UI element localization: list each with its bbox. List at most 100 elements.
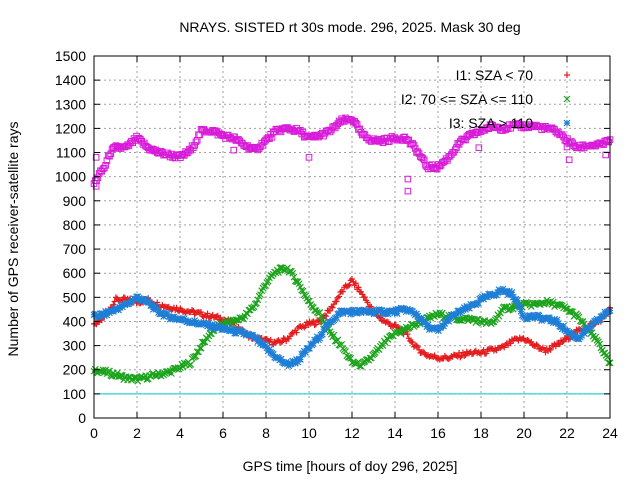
y-tick-label: 300	[63, 338, 87, 354]
y-tick-label: 1300	[55, 96, 86, 112]
data-point	[402, 308, 410, 316]
data-point	[392, 321, 399, 328]
series-layer	[90, 114, 614, 385]
data-point	[158, 309, 166, 317]
data-point-outlier	[475, 144, 483, 152]
data-point	[148, 301, 156, 309]
data-point	[304, 297, 312, 305]
data-point	[173, 304, 180, 311]
legend-marker	[563, 143, 571, 151]
data-point	[302, 349, 309, 356]
data-point	[277, 355, 285, 363]
data-point	[552, 319, 560, 327]
y-tick-label: 600	[63, 265, 87, 281]
data-point	[196, 344, 204, 352]
x-tick-label: 4	[176, 425, 184, 441]
x-tick-label: 8	[262, 425, 270, 441]
data-point-outlier	[92, 183, 100, 190]
data-point	[153, 305, 161, 313]
data-point	[256, 291, 264, 299]
data-point	[192, 138, 200, 146]
data-point	[451, 146, 459, 154]
data-point	[238, 328, 246, 336]
data-point	[200, 338, 208, 346]
data-point	[316, 334, 324, 342]
y-tick-label: 100	[63, 386, 87, 402]
data-point	[587, 324, 595, 332]
data-point-outlier	[565, 156, 573, 164]
data-point	[327, 307, 334, 314]
data-point	[306, 345, 313, 352]
data-point	[263, 344, 271, 352]
data-point	[565, 336, 572, 343]
data-point	[559, 338, 566, 345]
y-axis-label: Number of GPS receiver-satellite rays	[5, 122, 21, 357]
x-tick-label: 22	[559, 425, 575, 441]
data-point	[605, 359, 613, 367]
y-tick-label: 400	[63, 313, 87, 329]
data-point	[275, 269, 282, 277]
data-point	[557, 323, 565, 331]
data-point	[204, 310, 211, 317]
data-point	[195, 348, 202, 356]
data-point	[342, 347, 349, 355]
data-point	[287, 360, 295, 368]
data-point	[311, 322, 318, 329]
y-tick-label: 700	[63, 241, 87, 257]
x-tick-label: 0	[90, 425, 98, 441]
data-point	[356, 306, 364, 314]
y-tick-label: 200	[63, 362, 87, 378]
data-point	[189, 307, 196, 314]
data-point	[547, 346, 554, 353]
y-tick-label: 900	[63, 193, 87, 209]
legend-label: I3: SZA > 110	[449, 115, 533, 131]
data-point	[345, 282, 352, 289]
data-point-outlier	[305, 154, 313, 161]
data-point	[440, 322, 448, 330]
data-point	[187, 361, 195, 368]
x-tick-label: 12	[344, 425, 360, 441]
data-point	[296, 355, 304, 363]
data-point	[378, 306, 386, 314]
data-point	[517, 307, 525, 315]
legend-label: I1: SZA < 70	[456, 67, 534, 83]
data-point	[444, 315, 451, 323]
data-point	[553, 316, 561, 324]
data-point	[207, 323, 215, 331]
data-point	[267, 336, 274, 343]
data-point	[494, 289, 502, 296]
data-point	[445, 317, 453, 325]
data-point	[336, 293, 343, 300]
data-point	[338, 340, 346, 348]
data-point	[321, 326, 329, 334]
data-point	[334, 294, 341, 301]
data-point	[102, 162, 109, 169]
data-point	[213, 313, 220, 320]
data-point	[229, 325, 237, 333]
data-point	[505, 287, 513, 295]
data-point	[276, 264, 284, 272]
y-tick-label: 800	[63, 217, 87, 233]
data-point	[566, 308, 574, 315]
data-point	[347, 310, 355, 318]
x-tick-label: 6	[219, 425, 227, 441]
data-point	[329, 304, 336, 311]
data-point	[323, 313, 330, 320]
data-point	[333, 298, 340, 305]
data-point	[299, 350, 307, 357]
data-point	[356, 125, 364, 133]
series-2	[90, 264, 614, 385]
data-point	[580, 330, 588, 337]
data-point	[316, 309, 324, 316]
data-point	[413, 342, 420, 349]
data-point	[493, 291, 500, 299]
data-point	[333, 314, 340, 322]
data-point	[227, 316, 235, 324]
data-point	[349, 276, 355, 283]
x-tick-label: 2	[133, 425, 141, 441]
x-axis-label: GPS time [hours of doy 296, 2025]	[243, 458, 458, 474]
data-point	[330, 331, 338, 339]
x-tick-label: 10	[301, 425, 317, 441]
data-point	[278, 339, 285, 346]
